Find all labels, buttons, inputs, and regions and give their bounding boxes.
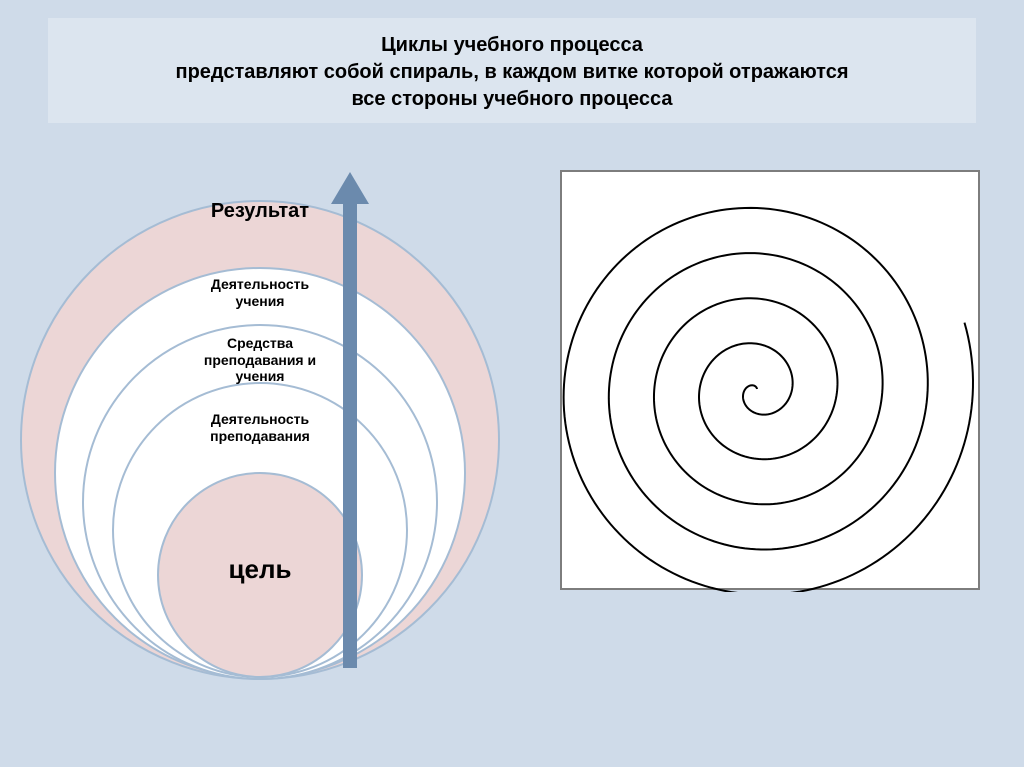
- circle-label-means-teaching: Средствапреподавания иучения: [10, 335, 510, 385]
- nested-circles-diagram: Результат Деятельностьучения Средствапрепо…: [10, 150, 510, 730]
- arrow-head-icon: [331, 172, 369, 204]
- title-line-3: все стороны учебного процесса: [58, 86, 966, 113]
- page-root: Циклы учебного процесса представляют соб…: [0, 0, 1024, 767]
- circle-label-activity-learning: Деятельностьучения: [10, 276, 510, 309]
- title-line-1: Циклы учебного процесса: [58, 32, 966, 59]
- title-line-2: представляют собой спираль, в каждом вит…: [58, 59, 966, 86]
- circle-label-activity-teaching: Деятельностьпреподавания: [10, 411, 510, 444]
- arrow-shaft: [343, 200, 357, 668]
- circle-label-goal: цель: [10, 554, 510, 585]
- spiral-svg: [562, 172, 982, 592]
- spiral-panel: [560, 170, 980, 590]
- title-box: Циклы учебного процесса представляют соб…: [48, 18, 976, 123]
- circle-label-result: Результат: [10, 200, 510, 224]
- spiral-path: [564, 208, 973, 592]
